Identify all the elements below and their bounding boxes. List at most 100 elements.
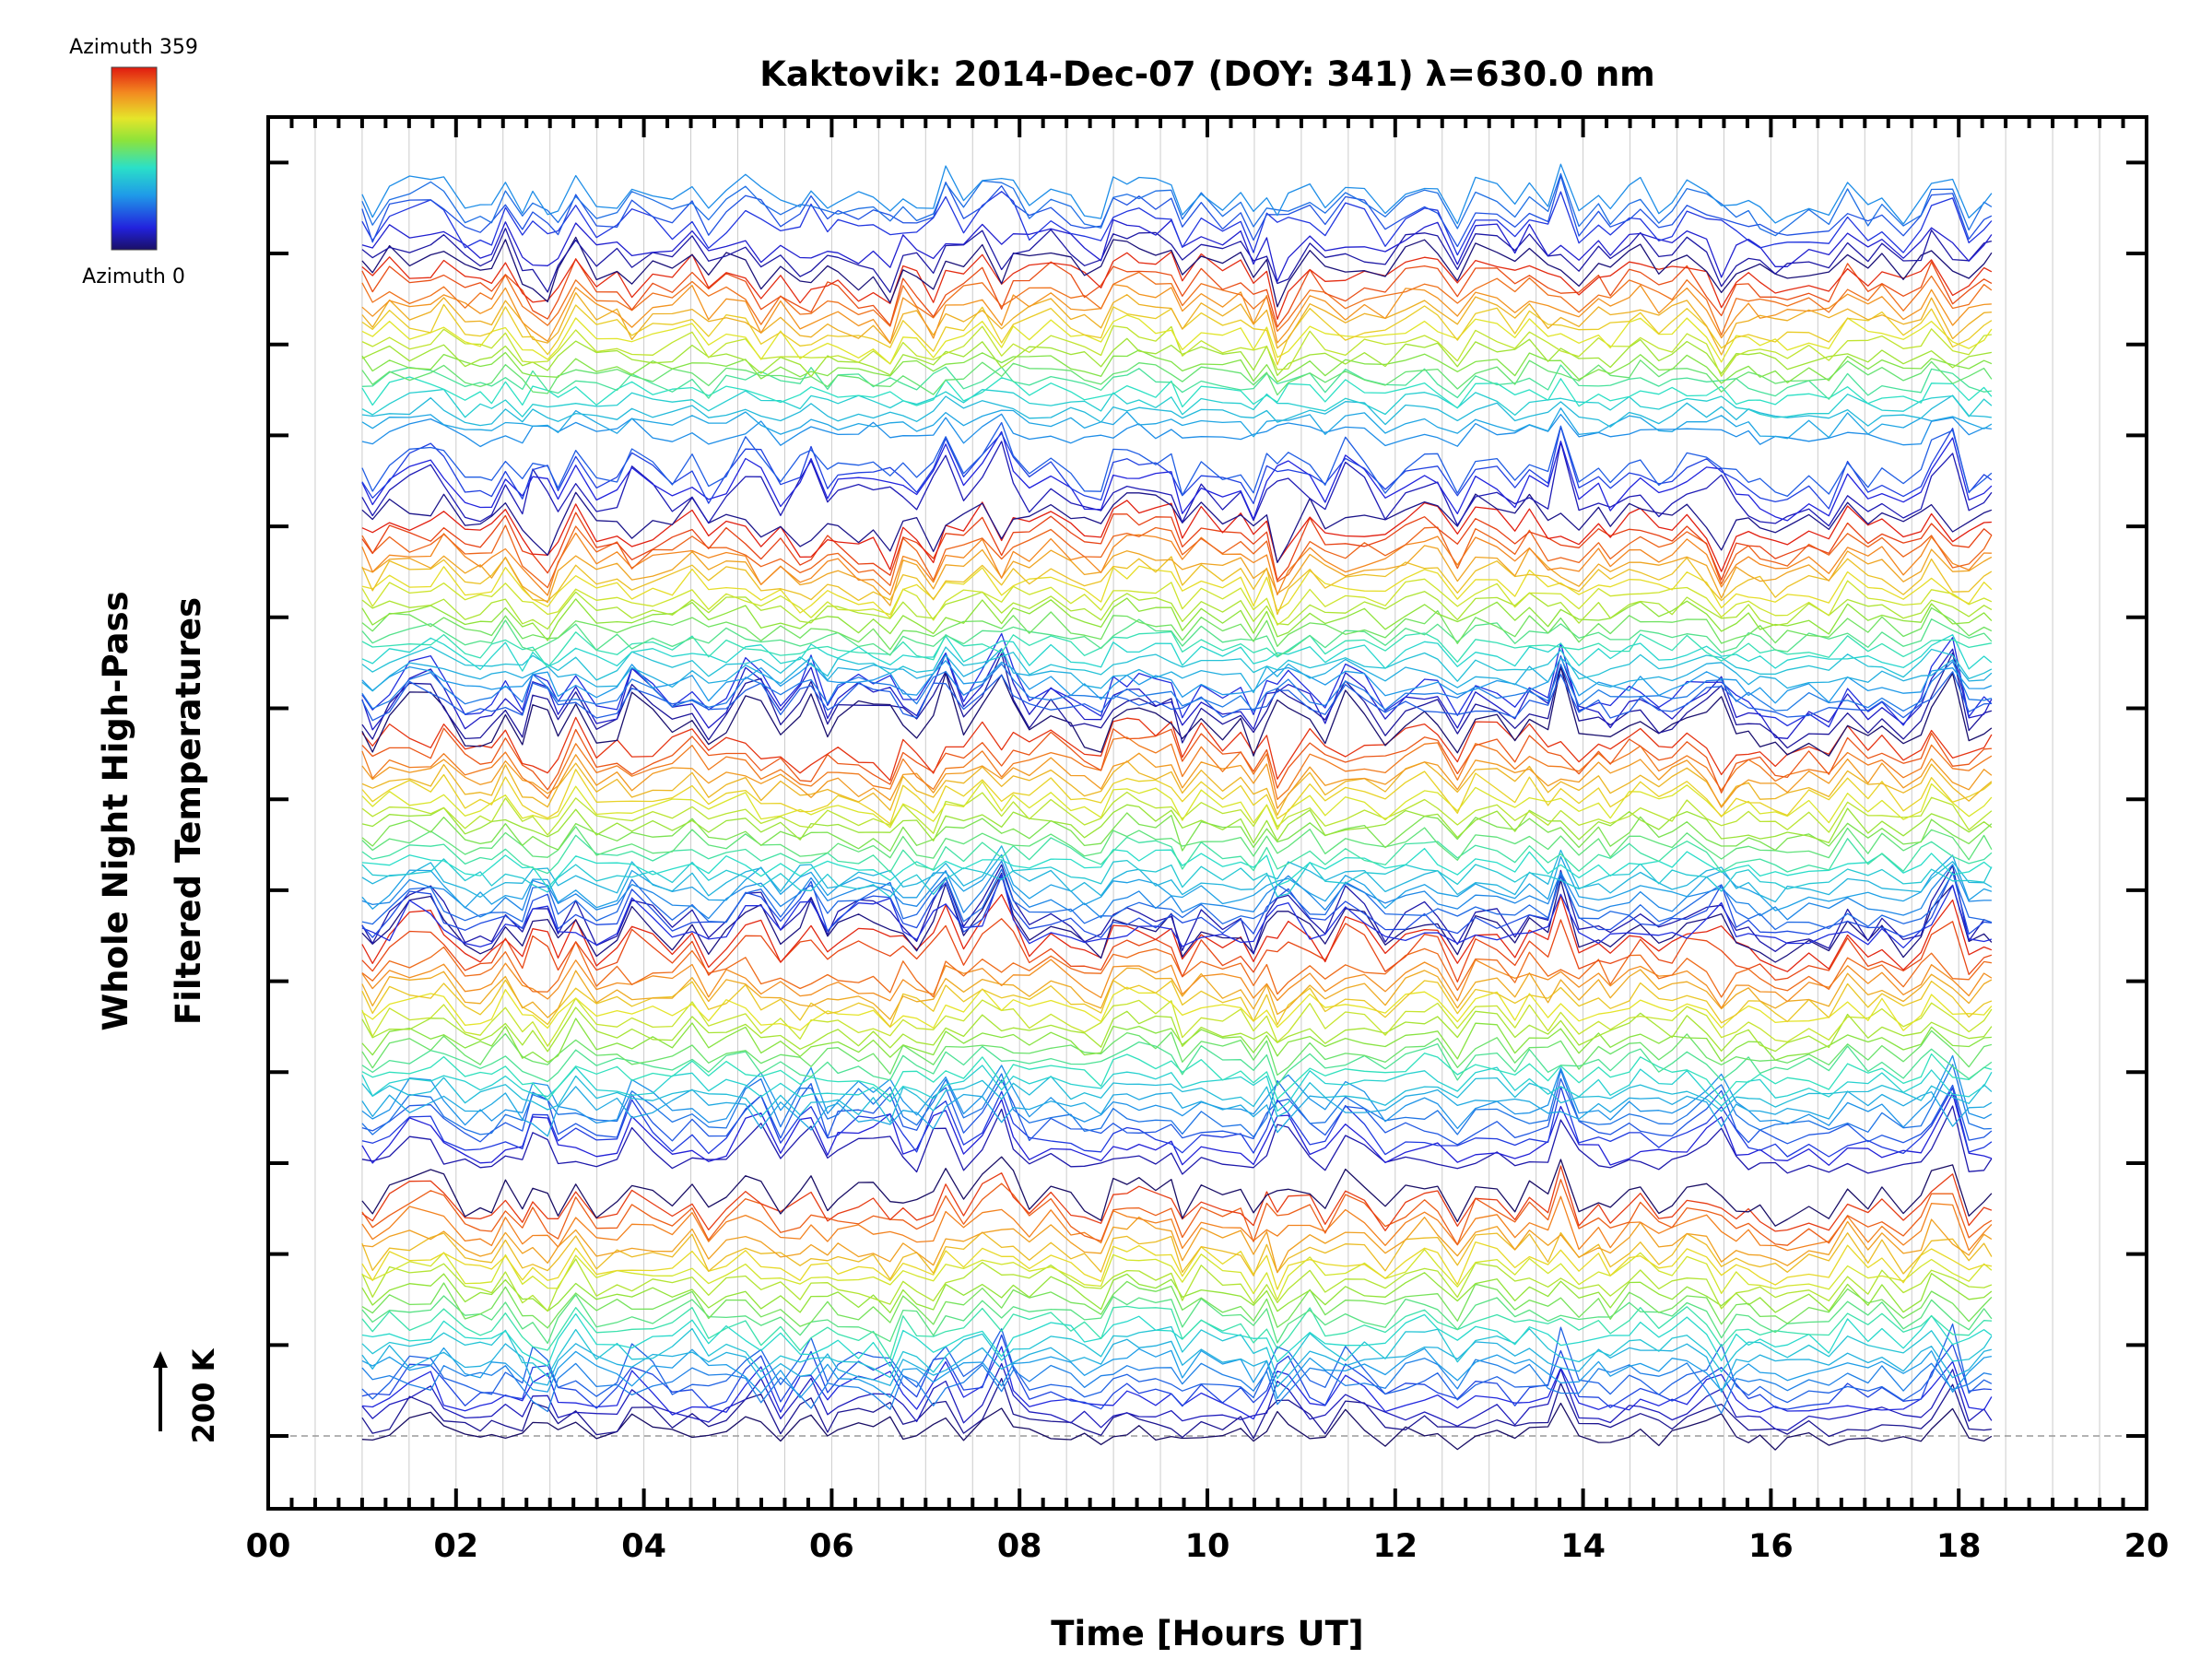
x-tick-label: 12 (1372, 1528, 1418, 1565)
series-line (361, 781, 1993, 830)
x-tick-label: 10 (1185, 1528, 1230, 1565)
series-line (361, 1216, 1993, 1274)
series-line (361, 727, 1992, 794)
series-line (361, 853, 1993, 912)
series-line (361, 500, 1992, 572)
series-line (361, 172, 1993, 237)
series-line (361, 1312, 1993, 1368)
series-line (361, 1280, 1993, 1329)
series-line (361, 858, 1993, 899)
x-tick-label: 18 (1936, 1528, 1982, 1565)
series-line (361, 1105, 1993, 1175)
y-axis-label-line-2: Filtered Temperatures (169, 597, 208, 1025)
series-line (361, 394, 1992, 428)
series-line (361, 634, 1993, 672)
series-line (361, 337, 1993, 378)
series-line (361, 656, 1993, 704)
series-line (361, 1378, 1992, 1440)
series-line (361, 871, 1992, 938)
series-line (361, 1325, 1993, 1380)
series-line (361, 532, 1992, 596)
series-line (361, 359, 1993, 396)
series-line (361, 407, 1993, 440)
x-tick-label: 16 (1748, 1528, 1794, 1565)
series-line (361, 716, 1993, 782)
series-line (361, 967, 1993, 1020)
series-line (361, 873, 1993, 948)
series-line (361, 630, 1993, 668)
series-line (361, 1338, 1993, 1393)
series-line (361, 1231, 1993, 1280)
series-line (361, 1241, 1993, 1290)
colorbar-gradient (111, 66, 158, 251)
series-line (361, 661, 1993, 712)
series-line (361, 941, 1993, 998)
series-line (361, 648, 1993, 694)
series-line (361, 228, 1993, 293)
series-line (361, 979, 1993, 1028)
series-line (361, 218, 1993, 283)
series-line (361, 1195, 1993, 1252)
series-line (361, 1358, 1993, 1415)
x-tick-label: 20 (2124, 1528, 2170, 1565)
series-line (361, 491, 1993, 563)
series-line (361, 556, 1993, 616)
series-line (361, 349, 1993, 384)
series-line (361, 1323, 1993, 1404)
series-line (361, 413, 1992, 448)
x-tick-label: 08 (997, 1528, 1042, 1565)
series-line (361, 791, 1993, 836)
axis-ticks (266, 117, 2148, 1509)
colorbar: Azimuth 359 Azimuth 0 (69, 36, 198, 288)
series-line (361, 760, 1993, 817)
x-tick-labels: 00 02 04 06 08 10 12 14 16 18 20 (246, 1528, 2170, 1565)
series-line (361, 1362, 1993, 1431)
series-line (361, 997, 1993, 1047)
series-line (361, 303, 1993, 366)
series-line (361, 430, 1993, 522)
scale-bar-arrowhead-icon (153, 1351, 168, 1368)
series-line (361, 1249, 1993, 1300)
series-line (361, 1165, 1993, 1232)
scale-bar-label: 200 K (186, 1347, 221, 1443)
x-axis-label: Time [Hours UT] (1051, 1614, 1363, 1653)
chart-title: Kaktovik: 2014-Dec-07 (DOY: 341) λ=630.0… (759, 54, 1655, 94)
series-line (361, 376, 1993, 409)
series-line (361, 666, 1993, 757)
series-line (361, 1053, 1993, 1101)
series-line (361, 1086, 1993, 1137)
series-line (361, 1334, 1992, 1410)
series-line (361, 314, 1993, 365)
series-line (361, 236, 1993, 308)
series-line (361, 426, 1993, 510)
series-line (361, 847, 1993, 888)
series-line (361, 524, 1993, 589)
series-line (361, 545, 1993, 606)
series-line (361, 421, 1993, 498)
x-tick-label: 00 (246, 1528, 291, 1565)
series-line (361, 578, 1993, 626)
series-line (361, 388, 1993, 418)
series-line (361, 752, 1993, 809)
series-line (361, 175, 1993, 248)
series-line (361, 1054, 1993, 1130)
series-line (361, 565, 1993, 618)
series-line (361, 191, 1993, 256)
series-line (361, 251, 1993, 321)
series-line (361, 597, 1993, 641)
series-line (361, 1018, 1992, 1064)
series-line (361, 606, 1993, 651)
series-line (361, 1006, 1993, 1053)
colorbar-bottom-label: Azimuth 0 (82, 265, 185, 288)
series-line (361, 986, 1993, 1031)
colorbar-top-label: Azimuth 359 (69, 36, 198, 59)
series-line (361, 845, 1993, 903)
series-line (361, 671, 1992, 722)
series-line (361, 1065, 1993, 1112)
series-line (361, 646, 1993, 682)
series-line (361, 441, 1993, 527)
series-line (361, 1156, 1993, 1227)
series-line (361, 1077, 1993, 1146)
series-layer (361, 163, 1993, 1451)
series-line (361, 512, 1993, 582)
